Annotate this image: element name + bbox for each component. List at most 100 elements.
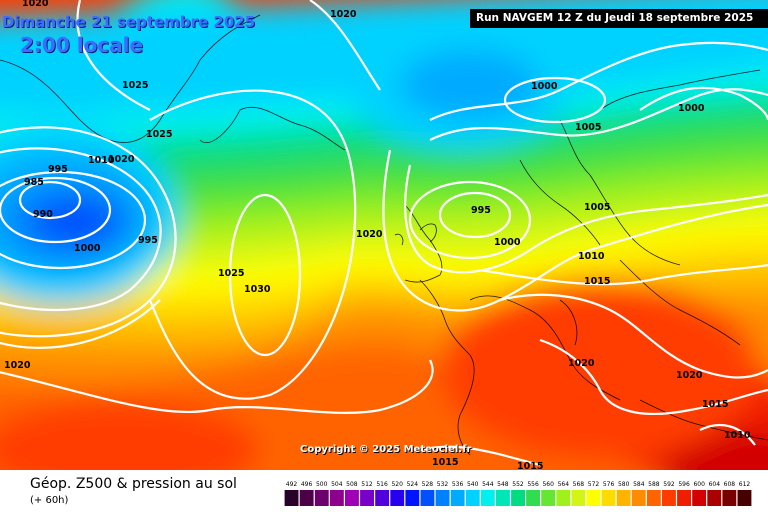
model-run-banner: Run NAVGEM 12 Z du Jeudi 18 septembre 20…	[470, 9, 768, 28]
scale-swatch	[692, 490, 707, 506]
scale-tick-label: 600	[693, 481, 705, 488]
scale-swatch	[586, 490, 601, 506]
scale-tick-label: 504	[331, 481, 343, 488]
scale-tick-label: 520	[391, 481, 403, 488]
scale-swatch	[677, 490, 691, 506]
scale-swatch	[722, 490, 737, 506]
scale-tick-label: 596	[678, 481, 690, 488]
scale-tick-label: 536	[452, 481, 464, 488]
scale-tick-label: 568	[573, 481, 585, 488]
scale-swatch	[299, 490, 314, 506]
scale-swatch	[390, 490, 405, 506]
scale-tick-label: 608	[724, 481, 736, 488]
scale-swatch	[737, 490, 752, 506]
isobar-label: 1020	[330, 9, 357, 20]
isobar-label: 985	[24, 177, 44, 188]
scale-swatch	[345, 490, 359, 506]
scale-tick-label: 588	[648, 481, 660, 488]
isobar-label: 1010	[88, 155, 115, 166]
color-scale: 492 496 500 504 508 512 516 520 524 528 532 536 540 5…	[284, 481, 752, 506]
scale-swatch	[526, 490, 540, 506]
isobar-label: 1025	[122, 80, 148, 91]
isobar-label: 1000	[531, 81, 558, 92]
scale-swatch	[556, 490, 571, 506]
scale-swatch	[284, 490, 299, 506]
isobar-label: 1015	[432, 457, 458, 468]
scale-swatch	[511, 490, 525, 506]
isobar-label: 1005	[584, 202, 610, 213]
scale-tick-label: 560	[542, 481, 554, 488]
scale-swatch	[360, 490, 374, 506]
scale-tick-label: 572	[588, 481, 600, 488]
scale-tick-label: 532	[437, 481, 449, 488]
scale-tick-label: 564	[558, 481, 570, 488]
isobar-label: 995	[48, 164, 68, 175]
scale-swatch	[601, 490, 616, 506]
scale-tick-label: 508	[346, 481, 358, 488]
isobar-label: 995	[138, 235, 158, 246]
forecast-time-title: 2:00 locale	[20, 33, 144, 57]
isobar-label: 1000	[678, 103, 705, 114]
scale-tick-label: 528	[422, 481, 434, 488]
scale-swatch	[420, 490, 435, 506]
scale-swatch	[631, 490, 646, 506]
scale-tick-label: 580	[618, 481, 630, 488]
isobar-label: 1025	[146, 129, 172, 140]
scale-tick-label: 516	[376, 481, 388, 488]
scale-swatch	[646, 490, 661, 506]
isobar-label: 1015	[702, 399, 728, 410]
scale-swatch	[465, 490, 480, 506]
scale-tick-label: 556	[527, 481, 539, 488]
forecast-date-title: Dimanche 21 septembre 2025	[2, 13, 256, 31]
scale-tick-label: 604	[709, 481, 721, 488]
isobar-label: 1020	[568, 358, 595, 369]
isobar-label: 1020	[22, 0, 49, 9]
isobar-label: 1020	[356, 229, 383, 240]
scale-swatch	[329, 490, 344, 506]
isobar-label: 1030	[244, 284, 271, 295]
isobar-label: 1020	[676, 370, 703, 381]
scale-tick-label: 500	[316, 481, 328, 488]
scale-tick-label: 552	[512, 481, 524, 488]
scale-tick-label: 544	[482, 481, 494, 488]
scale-swatch	[314, 490, 329, 506]
isobar-label: 1005	[575, 122, 601, 133]
scale-tick-label: 592	[663, 481, 675, 488]
isobar-label: 1025	[218, 268, 244, 279]
scale-swatch	[707, 490, 722, 506]
legend-bar: Géop. Z500 & pression au sol (+ 60h) 492…	[0, 470, 768, 512]
scale-swatch	[375, 490, 390, 506]
copyright-text: Copyright © 2025 Meteociel.fr	[300, 444, 472, 455]
scale-tick-label: 612	[739, 481, 751, 488]
isobar-label: 1010	[578, 251, 605, 262]
legend-title: Géop. Z500 & pression au sol	[30, 476, 237, 492]
scale-swatch	[480, 490, 495, 506]
scale-swatch	[405, 490, 420, 506]
scale-tick-label: 584	[633, 481, 645, 488]
scale-tick-label: 512	[361, 481, 373, 488]
isobar-label: 1000	[494, 237, 521, 248]
scale-tick-label: 492	[286, 481, 298, 488]
isobar-label: 1015	[584, 276, 610, 287]
scale-swatch	[571, 490, 586, 506]
isobar-labels: 1020 1020 1025 1025 995 1010 1020 985 99…	[4, 0, 751, 470]
legend-forecast-hour: (+ 60h)	[30, 495, 69, 506]
isobar-label: 990	[33, 209, 53, 220]
isobar-label: 1020	[4, 360, 31, 371]
isobar-label: 995	[471, 205, 491, 216]
isobar-label: 1000	[74, 243, 101, 254]
scale-tick-label: 496	[301, 481, 313, 488]
scale-swatch	[616, 490, 631, 506]
isobar-label: 1020	[108, 154, 135, 165]
scale-swatch	[541, 490, 556, 506]
scale-tick-label: 576	[603, 481, 615, 488]
scale-swatch	[450, 490, 465, 506]
scale-tick-label: 540	[467, 481, 479, 488]
coastlines	[0, 14, 768, 456]
scale-swatch	[435, 490, 450, 506]
scale-swatch	[496, 490, 510, 506]
isobar-label: 1010	[724, 430, 751, 441]
geopotential-map: 1020 1020 1025 1025 995 1010 1020 985 99…	[0, 0, 768, 470]
scale-tick-label: 524	[407, 481, 419, 488]
